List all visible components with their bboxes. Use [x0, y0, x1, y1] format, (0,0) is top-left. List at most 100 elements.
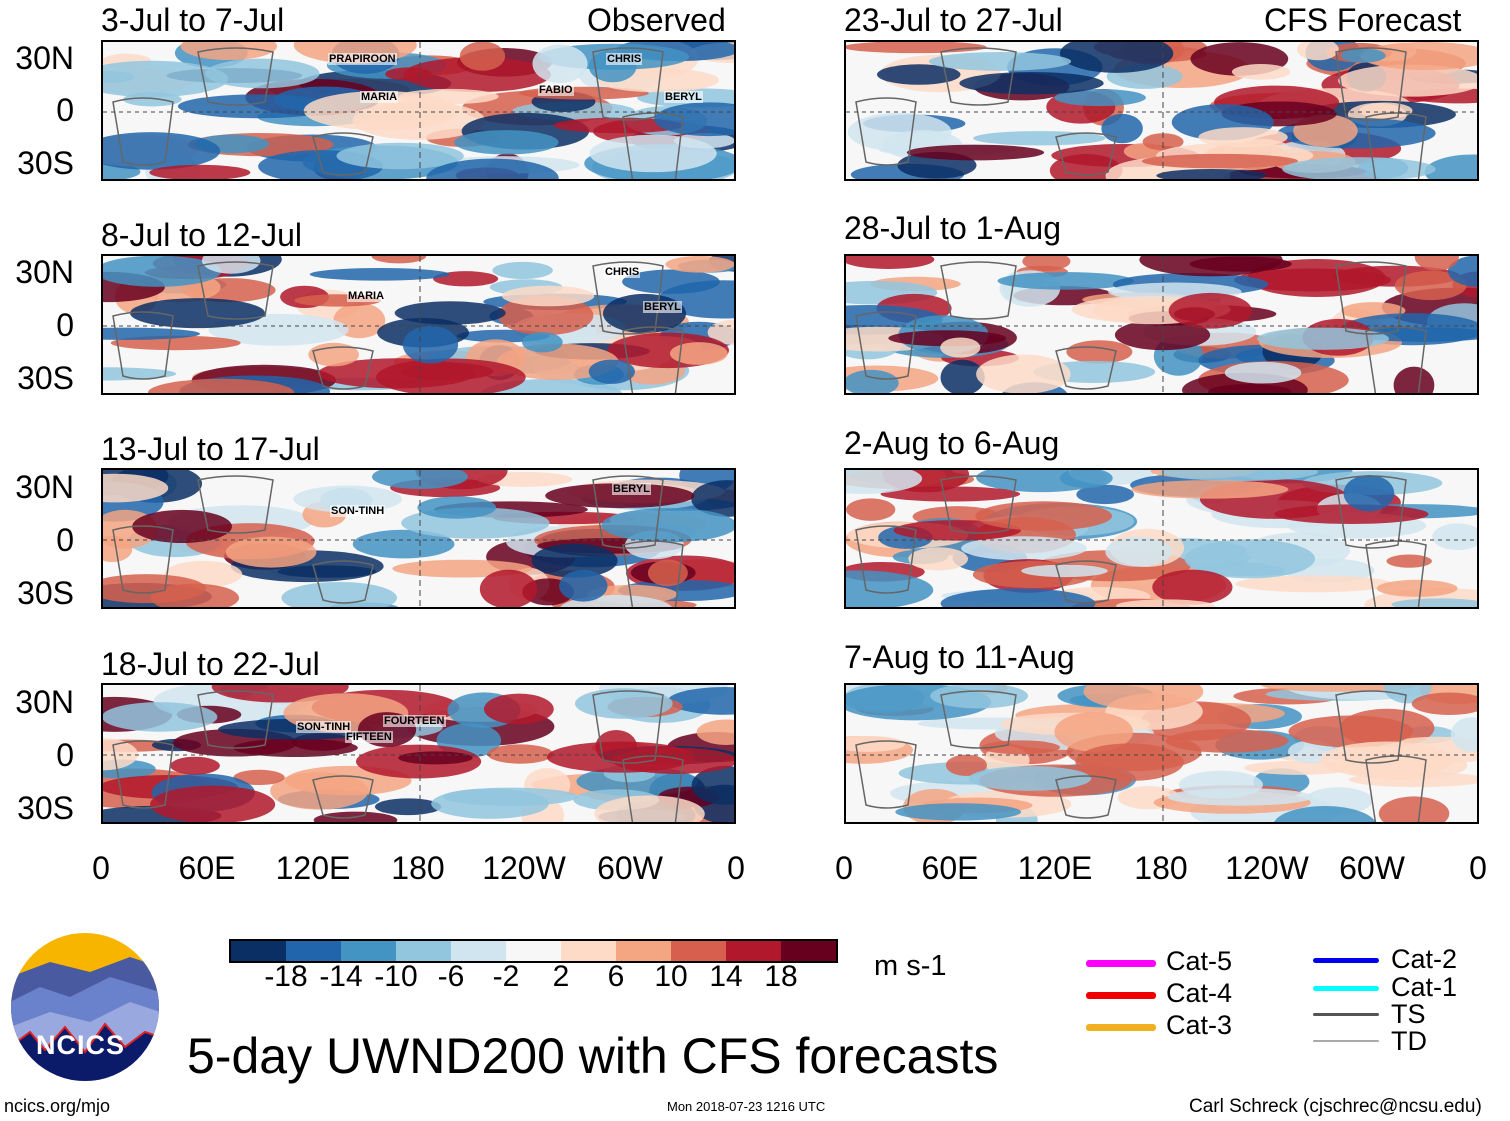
anomaly-contour [147, 378, 295, 393]
coastline [197, 261, 274, 320]
storm-label: FOURTEEN [383, 715, 446, 727]
colorbar-bin [726, 941, 781, 961]
coastline [312, 560, 374, 604]
lat-label: 0 [56, 522, 74, 558]
colorbar-bin [506, 941, 561, 961]
anomaly-contour [559, 570, 608, 602]
anomaly-contour [522, 332, 563, 353]
anomaly-contour [1066, 340, 1133, 364]
anomaly-contour [1184, 539, 1316, 579]
anomaly-contour [622, 269, 720, 294]
legend-swatch [1086, 960, 1156, 967]
lon-label: 60W [1339, 850, 1405, 886]
wind-anomaly-field [846, 256, 1477, 393]
anomaly-contour [930, 685, 1029, 709]
anomaly-contour [371, 256, 427, 264]
anomaly-contour [847, 112, 952, 152]
panel-title: 8-Jul to 12-Jul [101, 217, 302, 253]
anomaly-contour [906, 144, 1045, 161]
anomaly-contour [483, 693, 554, 725]
lat-label: 0 [56, 307, 74, 343]
anomaly-contour [976, 354, 1071, 393]
anomaly-contour [1198, 127, 1288, 148]
legend-swatch [1313, 986, 1379, 991]
colorbar-bin [616, 941, 671, 961]
anomaly-contour [691, 480, 734, 517]
map-panel-forecast-4 [844, 683, 1479, 824]
anomaly-contour [612, 747, 734, 774]
anomaly-contour [103, 702, 218, 732]
anomaly-contour [846, 369, 899, 393]
anomaly-contour [417, 496, 497, 519]
storm-label: BERYL [664, 91, 703, 103]
anomaly-contour [667, 687, 734, 715]
anomaly-contour [846, 470, 923, 494]
panel-title: 23-Jul to 27-Jul [844, 2, 1063, 38]
colorbar-bin [781, 941, 836, 961]
anomaly-contour [1414, 256, 1459, 271]
anomaly-contour [1261, 685, 1418, 692]
storm-label: PRAPIROON [328, 53, 397, 65]
anomaly-contour [588, 359, 635, 384]
lon-label: 180 [391, 850, 445, 886]
coastline [1335, 261, 1407, 335]
site-link[interactable]: ncics.org/mjo [4, 1096, 111, 1116]
anomaly-contour [1083, 685, 1204, 711]
anomaly-contour [1142, 133, 1184, 151]
lon-label: 60E [921, 850, 979, 886]
anomaly-contour [1160, 470, 1318, 482]
lat-label: 30S [17, 145, 74, 181]
coastline [592, 690, 664, 764]
anomaly-contour [399, 88, 499, 105]
coastline [112, 525, 174, 594]
map-panel-observed-2 [101, 254, 736, 395]
anomaly-contour [1320, 741, 1454, 779]
anomaly-contour [981, 740, 1060, 755]
coastline [1365, 755, 1427, 822]
coastline [312, 775, 374, 819]
anomaly-contour [1208, 384, 1292, 393]
coastline [940, 475, 1017, 534]
anomaly-contour [647, 559, 688, 587]
anomaly-contour [961, 536, 1087, 561]
anomaly-contour [589, 134, 717, 173]
anomaly-contour [975, 501, 1113, 531]
wind-anomaly-field [846, 42, 1477, 179]
legend-label: Cat-2 [1391, 944, 1458, 974]
coastline [855, 525, 917, 594]
anomaly-contour [1054, 89, 1146, 107]
anomaly-contour [442, 787, 578, 806]
anomaly-contour [1152, 569, 1233, 605]
anomaly-contour [1131, 480, 1289, 499]
anomaly-contour [669, 342, 728, 365]
anomaly-contour [1282, 157, 1436, 179]
anomaly-contour [205, 58, 320, 89]
anomaly-contour [1296, 42, 1339, 61]
colorbar-bin [451, 941, 506, 961]
anomaly-contour [893, 520, 1021, 541]
coastline [1055, 560, 1117, 604]
anomaly-contour [402, 325, 459, 364]
coastline [197, 690, 274, 749]
anomaly-contour [233, 769, 285, 786]
colorbar-tick-label: 18 [764, 960, 798, 993]
panel-title: 18-Jul to 22-Jul [101, 646, 320, 682]
coastline [940, 47, 1017, 106]
anomaly-contour [940, 337, 981, 358]
coastline [1365, 326, 1427, 393]
legend-label: Cat-1 [1391, 972, 1458, 1002]
anomaly-contour [846, 570, 934, 607]
anomaly-contour [997, 272, 1134, 290]
cfs-forecast-label: CFS Forecast [1264, 2, 1462, 38]
storm-label: FIFTEEN [345, 731, 393, 743]
colorbar-tick-label: -2 [492, 960, 520, 993]
coastline [112, 311, 174, 380]
anomaly-contour [1274, 806, 1376, 822]
colorbar [229, 939, 838, 963]
anomaly-contour [130, 298, 266, 329]
lat-label: 30N [15, 254, 74, 290]
coastline [1365, 112, 1427, 179]
anomaly-contour [945, 754, 988, 776]
map-panel-forecast-1 [844, 40, 1479, 181]
legend-swatch [1313, 958, 1379, 963]
